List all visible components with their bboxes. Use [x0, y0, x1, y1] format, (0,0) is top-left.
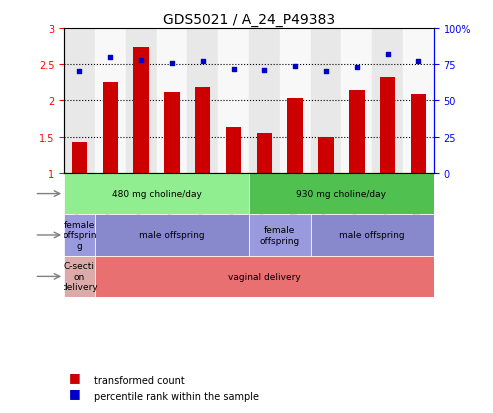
Bar [187, 29, 218, 173]
Bar [411, 95, 426, 173]
Point [230, 66, 238, 73]
Point [291, 63, 299, 70]
Text: C-secti
on
delivery: C-secti on delivery [61, 262, 98, 292]
Text: 930 mg choline/day: 930 mg choline/day [296, 190, 387, 199]
Bar [226, 127, 241, 173]
Bar [95, 29, 126, 173]
Text: female
offspring: female offspring [260, 226, 300, 245]
Bar [195, 88, 211, 173]
FancyBboxPatch shape [64, 215, 95, 256]
Bar [349, 90, 364, 173]
Text: percentile rank within the sample: percentile rank within the sample [94, 392, 259, 401]
Text: ■: ■ [69, 370, 81, 383]
Bar [380, 78, 395, 173]
Text: ■: ■ [69, 387, 81, 399]
Bar [257, 134, 272, 173]
FancyBboxPatch shape [95, 215, 249, 256]
Bar [287, 98, 303, 173]
FancyBboxPatch shape [64, 256, 95, 297]
Bar [249, 29, 280, 173]
Text: 480 mg choline/day: 480 mg choline/day [111, 190, 202, 199]
FancyBboxPatch shape [249, 215, 311, 256]
Point [168, 60, 176, 67]
Point [260, 67, 268, 74]
Bar [72, 142, 87, 173]
Bar [372, 29, 403, 173]
Bar [403, 29, 434, 173]
Bar [126, 29, 157, 173]
Bar [280, 29, 311, 173]
Point [199, 59, 207, 65]
Point [415, 59, 423, 65]
Bar [218, 29, 249, 173]
Point [137, 57, 145, 64]
Bar [103, 82, 118, 173]
FancyBboxPatch shape [311, 215, 434, 256]
FancyBboxPatch shape [95, 256, 434, 297]
Bar [134, 47, 149, 173]
FancyBboxPatch shape [64, 173, 249, 215]
Point [322, 69, 330, 76]
Bar [157, 29, 187, 173]
FancyBboxPatch shape [249, 173, 434, 215]
Title: GDS5021 / A_24_P49383: GDS5021 / A_24_P49383 [163, 12, 335, 26]
Point [75, 69, 83, 76]
Point [353, 64, 361, 71]
Text: vaginal delivery: vaginal delivery [228, 272, 301, 281]
Bar [164, 93, 179, 173]
Bar [311, 29, 341, 173]
Text: transformed count: transformed count [94, 375, 184, 385]
Point [384, 52, 391, 58]
Text: female
offsprin
g: female offsprin g [62, 221, 97, 250]
Text: male offspring: male offspring [339, 231, 405, 240]
Bar [318, 138, 334, 173]
Point [106, 55, 114, 61]
Bar [341, 29, 372, 173]
Bar [64, 29, 95, 173]
Text: male offspring: male offspring [139, 231, 205, 240]
